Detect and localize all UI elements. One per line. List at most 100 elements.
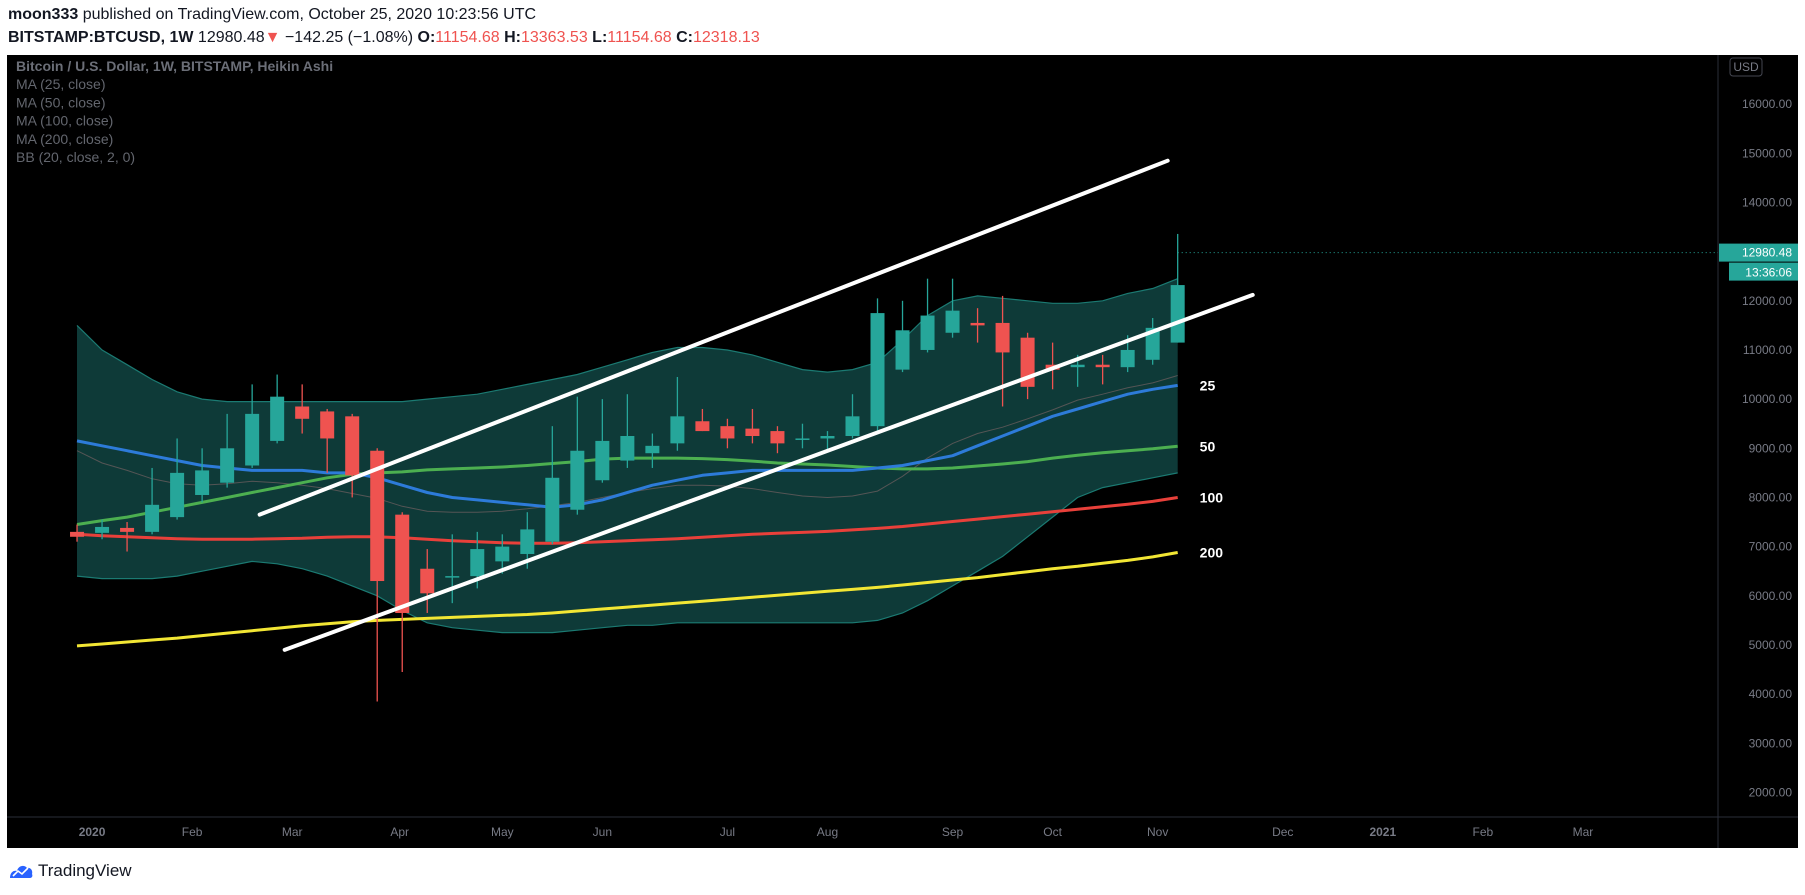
candle[interactable] — [345, 413, 360, 498]
candle-body — [470, 549, 485, 577]
time-tick-label: 2021 — [1369, 825, 1396, 839]
candle[interactable] — [570, 396, 585, 515]
author-name[interactable]: moon333 — [8, 6, 79, 23]
candle-body — [970, 322, 985, 326]
candle-body — [220, 448, 235, 483]
candle[interactable] — [120, 522, 135, 552]
tradingview-logo-icon — [10, 865, 33, 878]
candle[interactable] — [70, 524, 85, 542]
candle-body — [445, 576, 460, 578]
ma100-label: 100 — [1200, 489, 1224, 505]
candle[interactable] — [370, 448, 385, 702]
candle[interactable] — [420, 549, 435, 613]
candle-body — [95, 526, 110, 533]
candle[interactable] — [670, 377, 685, 451]
candle[interactable] — [145, 467, 160, 535]
ma25-label: 25 — [1200, 377, 1216, 393]
legend-item[interactable]: BB (20, close, 2, 0) — [16, 149, 135, 165]
price-tick-label: 12000.00 — [1742, 294, 1792, 308]
candle[interactable] — [445, 534, 460, 604]
countdown-tag-label: 13:36:06 — [1745, 266, 1792, 280]
candle[interactable] — [220, 413, 235, 488]
candle-body — [645, 445, 660, 454]
time-axis[interactable]: 2020 Feb Mar Apr May Jun Jul Aug Sep Oct Nov Dec 202… — [79, 825, 1594, 839]
currency-button[interactable]: USD — [1729, 57, 1763, 77]
candle[interactable] — [745, 408, 760, 444]
price-tick-label: 4000.00 — [1749, 687, 1793, 701]
candle[interactable] — [870, 298, 885, 432]
time-tick-label: Feb — [182, 825, 203, 839]
candle[interactable] — [970, 308, 985, 343]
candle[interactable] — [495, 534, 510, 574]
candle[interactable] — [320, 408, 335, 473]
price-chart[interactable]: 200 100 50 25 Bitcoin / U.S. Dollar, 1W, BI… — [7, 55, 1798, 848]
candle-body — [670, 416, 685, 444]
candle-body — [320, 411, 335, 439]
candle[interactable] — [595, 399, 610, 483]
trendline-2[interactable] — [282, 292, 1255, 652]
candle[interactable] — [795, 423, 810, 449]
price-tick-label: 15000.00 — [1742, 146, 1792, 160]
candle[interactable] — [95, 519, 110, 540]
candle[interactable] — [720, 418, 735, 449]
candle[interactable] — [770, 426, 785, 454]
candle-body — [745, 428, 760, 436]
candle[interactable] — [545, 426, 560, 545]
candle[interactable] — [645, 433, 660, 468]
candle-body — [1070, 364, 1085, 368]
bb-upper-line — [76, 278, 1178, 403]
time-tick-label: Aug — [817, 825, 838, 839]
candle-body — [920, 315, 935, 350]
ma100-line[interactable] — [76, 496, 1178, 545]
price-tick-label: 8000.00 — [1749, 490, 1793, 504]
candle[interactable] — [945, 278, 960, 338]
price-tick-label: 9000.00 — [1749, 441, 1793, 455]
candle-body — [295, 406, 310, 419]
footer-brand[interactable]: TradingView — [38, 861, 132, 880]
ma50-label: 50 — [1200, 438, 1216, 454]
candle[interactable] — [295, 384, 310, 434]
candle-body — [370, 450, 385, 582]
symbol-name[interactable]: BITSTAMP:BTCUSD, 1W — [8, 29, 194, 46]
candle[interactable] — [820, 431, 835, 451]
legend-item[interactable]: MA (200, close) — [16, 131, 113, 147]
candle-body — [770, 431, 785, 444]
legend-item[interactable]: MA (100, close) — [16, 113, 113, 129]
time-tick-label: Dec — [1272, 825, 1293, 839]
ma200-line[interactable] — [76, 551, 1178, 648]
legend-item[interactable]: MA (50, close) — [16, 94, 105, 110]
candle-body — [995, 322, 1010, 353]
candle-body — [895, 330, 910, 370]
candle[interactable] — [195, 448, 210, 503]
candle[interactable] — [395, 512, 410, 672]
candle[interactable] — [920, 278, 935, 353]
candle-body — [1170, 285, 1185, 343]
price-tick-label: 10000.00 — [1742, 392, 1792, 406]
legend-item[interactable]: Bitcoin / U.S. Dollar, 1W, BITSTAMP, Hei… — [16, 58, 333, 74]
candle[interactable] — [845, 394, 860, 439]
candle[interactable] — [245, 384, 260, 468]
candle-body — [245, 413, 260, 466]
price-change: −142.25 (−1.08%) — [284, 29, 414, 46]
candle[interactable] — [1145, 318, 1160, 365]
trendline-1[interactable] — [257, 158, 1170, 517]
ma25-line[interactable] — [76, 383, 1178, 509]
down-arrow-icon: ▼ — [264, 29, 281, 46]
legend-item[interactable]: MA (25, close) — [16, 76, 105, 92]
trendlines[interactable] — [257, 158, 1255, 652]
published-text: published on TradingView.com, October 25… — [82, 6, 537, 23]
candle[interactable] — [1095, 354, 1110, 385]
price-axis[interactable]: USD 2000.00 3000.00 4000.00 5000.00 6000.00 70… — [1177, 57, 1798, 799]
high-label: H: — [504, 29, 521, 46]
candle[interactable] — [695, 408, 710, 432]
candle[interactable] — [895, 300, 910, 373]
candle-body — [120, 527, 135, 532]
time-tick-label: Nov — [1147, 825, 1168, 839]
price-tick-label: 6000.00 — [1749, 589, 1793, 603]
time-tick-label: Jun — [593, 825, 612, 839]
candle-body — [795, 438, 810, 440]
last-price: 12980.48 — [197, 29, 265, 46]
candle[interactable] — [620, 394, 635, 468]
candle[interactable] — [270, 374, 285, 444]
candle[interactable] — [170, 438, 185, 520]
